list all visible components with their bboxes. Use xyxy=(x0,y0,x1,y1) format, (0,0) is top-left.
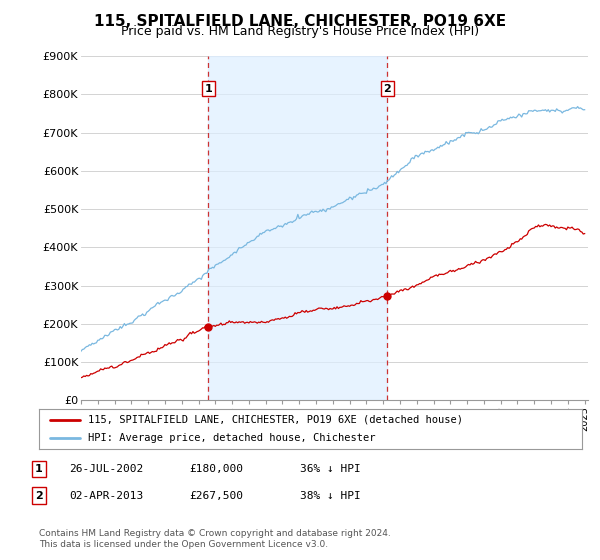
Text: 38% ↓ HPI: 38% ↓ HPI xyxy=(300,491,361,501)
Text: £267,500: £267,500 xyxy=(189,491,243,501)
Text: HPI: Average price, detached house, Chichester: HPI: Average price, detached house, Chic… xyxy=(88,433,376,443)
Text: 2: 2 xyxy=(35,491,43,501)
Text: 26-JUL-2002: 26-JUL-2002 xyxy=(69,464,143,474)
Text: Contains HM Land Registry data © Crown copyright and database right 2024.
This d: Contains HM Land Registry data © Crown c… xyxy=(39,529,391,549)
Text: 1: 1 xyxy=(35,464,43,474)
Text: 1: 1 xyxy=(205,83,212,94)
Bar xyxy=(208,56,388,400)
Text: 02-APR-2013: 02-APR-2013 xyxy=(69,491,143,501)
Text: Price paid vs. HM Land Registry's House Price Index (HPI): Price paid vs. HM Land Registry's House … xyxy=(121,25,479,38)
Text: 2: 2 xyxy=(383,83,391,94)
Text: 115, SPITALFIELD LANE, CHICHESTER, PO19 6XE: 115, SPITALFIELD LANE, CHICHESTER, PO19 … xyxy=(94,14,506,29)
Text: 36% ↓ HPI: 36% ↓ HPI xyxy=(300,464,361,474)
Text: 115, SPITALFIELD LANE, CHICHESTER, PO19 6XE (detached house): 115, SPITALFIELD LANE, CHICHESTER, PO19 … xyxy=(88,415,463,424)
Text: £180,000: £180,000 xyxy=(189,464,243,474)
